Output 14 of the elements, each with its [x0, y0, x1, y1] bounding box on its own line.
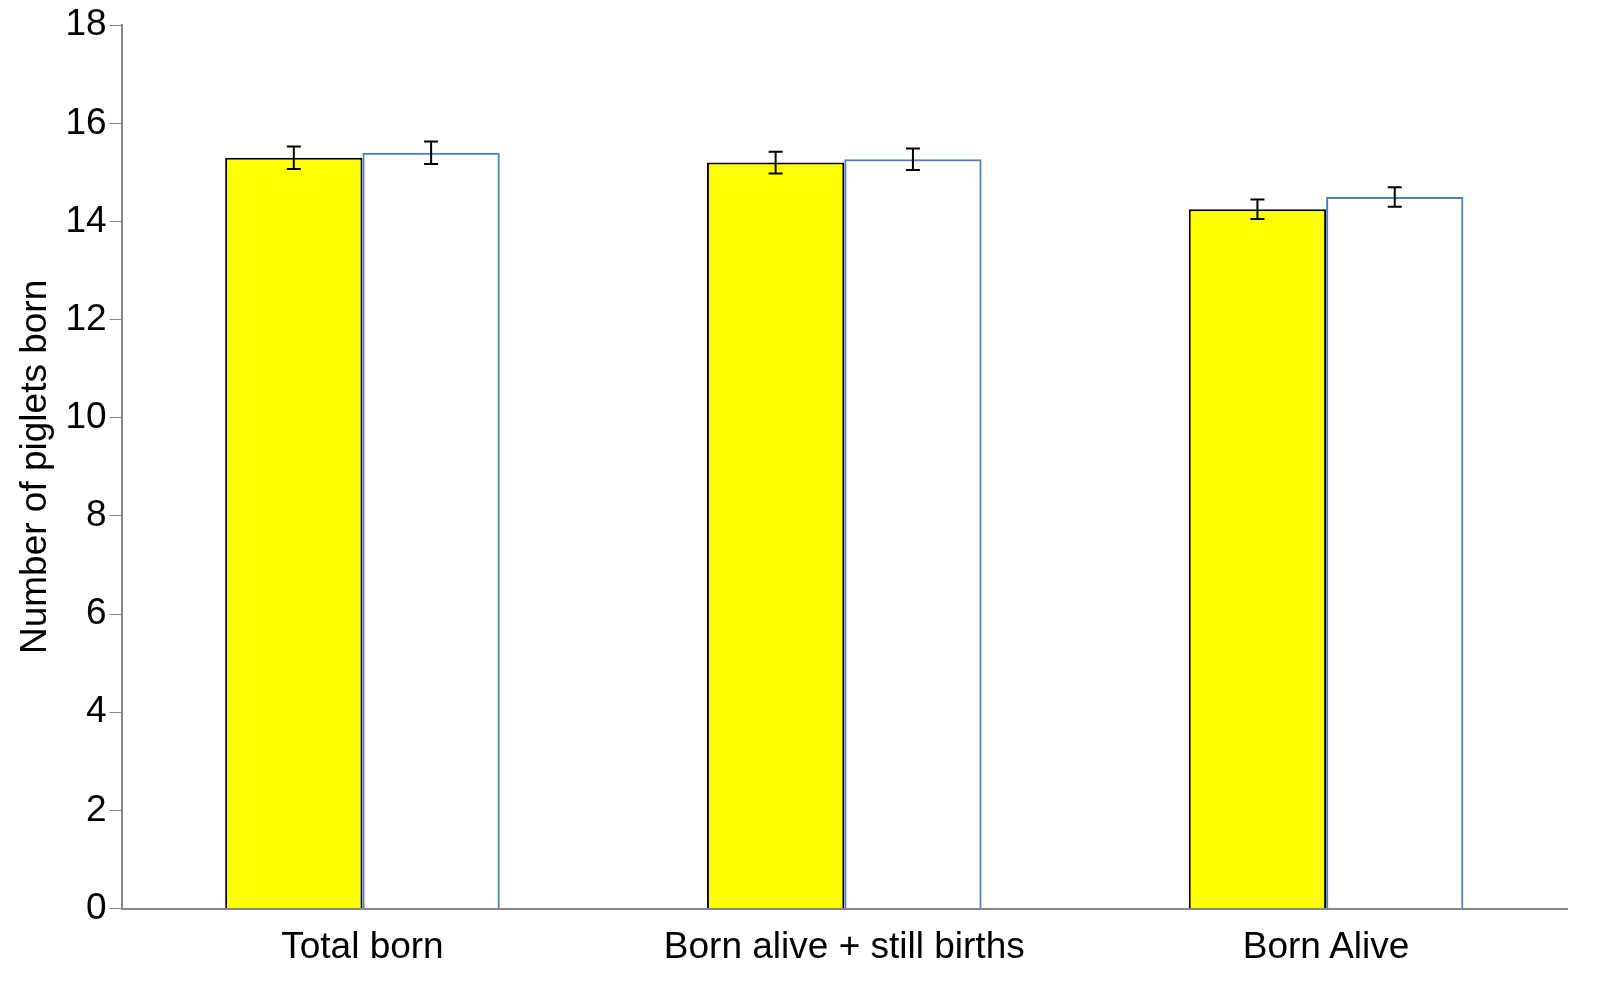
- y-tick-label: 16: [65, 100, 107, 142]
- y-tick-label: 0: [85, 885, 107, 927]
- y-tick-label: 2: [85, 787, 107, 829]
- x-tick-label: Born alive + still births: [663, 925, 1025, 966]
- y-tick-label: 12: [65, 296, 107, 338]
- y-tick-label: 4: [85, 689, 107, 731]
- x-tick-label: Born Alive: [1242, 925, 1410, 966]
- y-tick-label: 8: [85, 493, 107, 535]
- y-tick-label: 6: [85, 591, 107, 633]
- x-tick-label: Total born: [281, 925, 444, 966]
- y-tick-label: 10: [65, 395, 107, 437]
- y-tick-label: 18: [65, 2, 107, 44]
- y-tick-label: 14: [65, 198, 107, 240]
- y-axis-title: Number of piglets born: [13, 279, 55, 655]
